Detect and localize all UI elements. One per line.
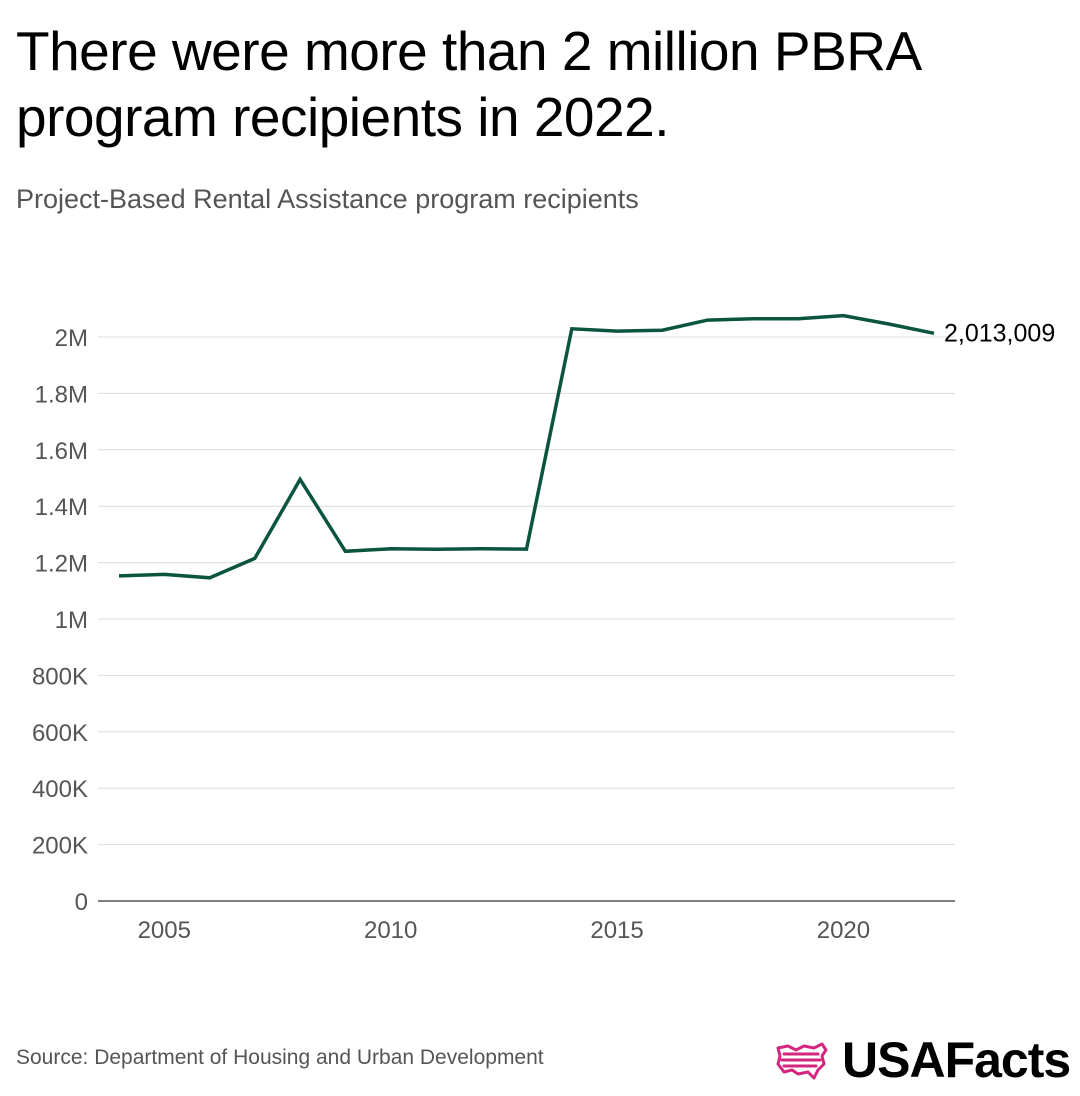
- y-tick-label: 200K: [32, 833, 88, 860]
- y-tick-label: 600K: [32, 720, 88, 747]
- chart-subtitle: Project-Based Rental Assistance program …: [16, 184, 639, 214]
- usafacts-logo: USAFacts: [774, 1030, 1071, 1090]
- end-value-label: 2,013,009: [944, 319, 1055, 347]
- x-tick-label: 2005: [138, 917, 191, 944]
- x-tick-label: 2015: [590, 917, 643, 944]
- brand-name: USAFacts: [842, 1032, 1071, 1088]
- y-tick-label: 1.4M: [35, 494, 88, 521]
- y-tick-label: 800K: [32, 663, 88, 690]
- y-tick-label: 1.6M: [35, 438, 88, 465]
- chart-title: There were more than 2 million PBRA prog…: [16, 20, 919, 148]
- x-tick-label: 2010: [364, 917, 417, 944]
- y-tick-label: 1.2M: [35, 551, 88, 578]
- series-line: [118, 313, 935, 580]
- line-chart: 0 200K 400K 600K 800K 1M 1.2M 1.4M 1.6M 1.8M 2M 200…: [32, 313, 1055, 944]
- y-tick-label: 1.8M: [35, 381, 88, 408]
- y-tick-label: 400K: [32, 776, 88, 803]
- x-tick-label: 2020: [817, 917, 870, 944]
- y-tick-label: 2M: [55, 325, 88, 352]
- y-tick-label: 1M: [55, 607, 88, 634]
- source-note: Source: Department of Housing and Urban …: [16, 1046, 544, 1069]
- y-tick-label: 0: [75, 889, 88, 916]
- us-flag-map-icon: [776, 1042, 828, 1080]
